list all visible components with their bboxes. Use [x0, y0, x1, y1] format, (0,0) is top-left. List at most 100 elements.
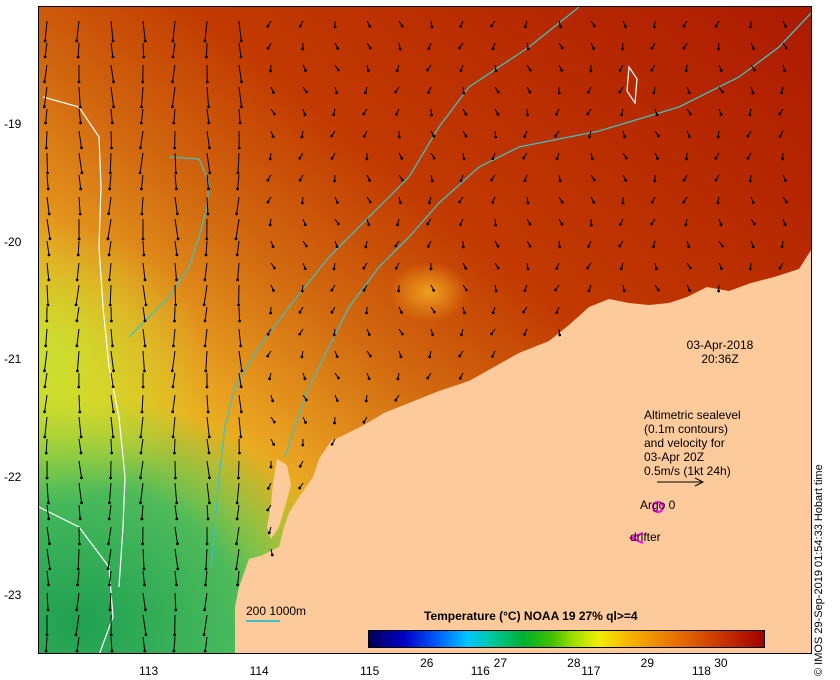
velocity-vector-head — [496, 244, 500, 248]
velocity-vector — [206, 438, 210, 453]
velocity-vector — [206, 416, 210, 437]
velocity-vector-head — [76, 369, 79, 373]
velocity-vector-head — [682, 200, 686, 204]
velocity-vector-head — [44, 649, 48, 653]
velocity-vector — [204, 328, 208, 346]
velocity-vector-head — [268, 377, 271, 381]
velocity-vector-head — [427, 91, 430, 94]
velocity-vector — [142, 636, 146, 651]
velocity-vector — [238, 394, 242, 412]
velocity-vector — [238, 86, 242, 107]
velocity-vector-head — [368, 24, 372, 28]
velocity-vector-head — [76, 567, 80, 571]
velocity-vector-head — [266, 178, 270, 182]
velocity-vector-head — [778, 266, 782, 270]
velocity-vector-head — [175, 253, 179, 257]
velocity-vector-head — [560, 200, 564, 204]
lon-label: 115 — [360, 664, 380, 678]
velocity-vector-head — [526, 201, 530, 205]
velocity-vector — [46, 284, 49, 306]
velocity-vector-head — [396, 223, 399, 227]
velocity-vector-head — [143, 278, 147, 282]
velocity-vector-head — [780, 245, 784, 249]
velocity-vector-head — [426, 68, 429, 72]
drifter-legend-label: drifter — [630, 530, 661, 544]
velocity-vector-head — [783, 69, 787, 73]
velocity-vector-head — [42, 105, 46, 109]
isobath-key-line — [246, 620, 280, 622]
velocity-vector — [78, 196, 81, 215]
velocity-vector-head — [369, 354, 372, 358]
lat-label: -21 — [4, 352, 22, 367]
velocity-vector-head — [176, 542, 179, 546]
velocity-vector-head — [362, 420, 366, 424]
velocity-vector-head — [751, 91, 755, 95]
velocity-vector-head — [46, 303, 50, 307]
velocity-vector-head — [78, 105, 82, 109]
velocity-vector-head — [682, 24, 686, 28]
velocity-vector — [110, 372, 114, 387]
velocity-vector-head — [207, 187, 210, 191]
velocity-vector-head — [335, 399, 339, 402]
velocity-vector-head — [656, 288, 660, 292]
velocity-vector-head — [75, 39, 79, 43]
velocity-vector-head — [43, 55, 47, 59]
velocity-vector-head — [464, 112, 468, 116]
velocity-vector-head — [684, 69, 688, 73]
velocity-vector-head — [142, 55, 146, 59]
velocity-vector-head — [459, 69, 463, 72]
velocity-vector — [140, 482, 144, 503]
velocity-vector-head — [496, 90, 500, 94]
velocity-vector-head — [464, 288, 468, 292]
velocity-vector-head — [171, 55, 175, 59]
velocity-vector — [110, 438, 113, 454]
legend-line: 03-Apr 20Z — [644, 450, 705, 464]
velocity-vector-head — [140, 410, 144, 414]
velocity-vector-head — [333, 421, 336, 425]
velocity-vector — [203, 284, 208, 305]
velocity-vector-head — [111, 55, 115, 59]
footer-credit: © IMOS 29-Sep-2019 01:54:33 Hobart time — [813, 464, 825, 676]
velocity-vector-head — [746, 156, 750, 160]
velocity-vector — [238, 20, 242, 41]
velocity-vector — [142, 350, 145, 372]
velocity-vector-head — [751, 245, 755, 249]
velocity-vector-head — [76, 55, 80, 59]
velocity-vector-head — [586, 112, 590, 116]
velocity-vector-head — [46, 171, 49, 175]
velocity-vector-head — [271, 399, 275, 403]
isobath-shelf — [128, 156, 210, 338]
velocity-vector-head — [522, 156, 525, 160]
velocity-vector-head — [76, 583, 79, 587]
velocity-vector-head — [624, 179, 628, 182]
velocity-vector-head — [205, 542, 209, 546]
velocity-vector — [171, 86, 176, 107]
velocity-vector-head — [78, 212, 82, 216]
velocity-vector — [204, 592, 208, 610]
velocity-vector-head — [560, 68, 564, 72]
velocity-vector — [108, 196, 112, 214]
velocity-vector-head — [655, 113, 659, 117]
velocity-vector-head — [719, 223, 723, 227]
velocity-vector — [174, 218, 179, 239]
velocity-vector — [110, 636, 113, 652]
velocity-vector-head — [394, 266, 398, 270]
velocity-vector-head — [721, 90, 724, 94]
velocity-vector-head — [110, 451, 114, 455]
velocity-vectors — [42, 20, 788, 653]
velocity-vector-head — [110, 649, 114, 653]
velocity-vector — [204, 262, 208, 280]
velocity-vector-head — [394, 244, 398, 248]
velocity-vector-head — [300, 289, 304, 293]
velocity-vector-head — [204, 253, 208, 257]
velocity-vector — [142, 592, 146, 610]
velocity-vector-head — [175, 278, 178, 282]
velocity-vector-head — [593, 24, 596, 28]
velocity-vector-head — [652, 245, 655, 249]
velocity-vector-head — [464, 266, 468, 270]
velocity-vector-head — [432, 156, 436, 160]
velocity-vector — [44, 350, 48, 371]
velocity-vector-head — [458, 376, 462, 380]
velocity-vector-head — [714, 178, 718, 182]
velocity-vector-head — [75, 608, 79, 612]
